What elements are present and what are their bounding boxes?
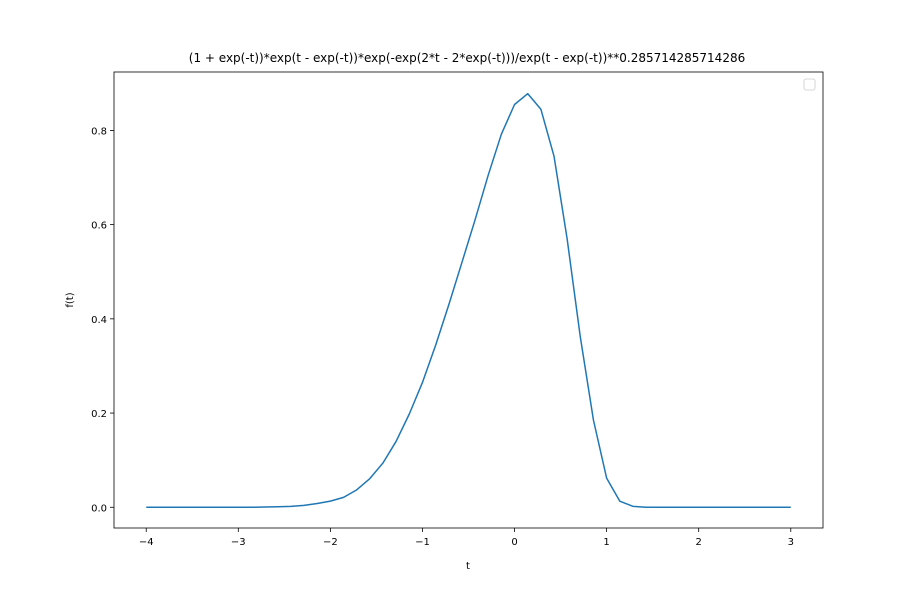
x-tick-label: 3 (788, 537, 794, 548)
x-tick-label: −1 (415, 537, 430, 548)
y-axis: 0.0 0.2 0.4 0.6 0.8 (91, 126, 114, 514)
x-tick-label: −3 (231, 537, 246, 548)
y-tick-label: 0.0 (91, 503, 107, 514)
y-axis-label: f(t) (65, 292, 76, 307)
y-tick-label: 0.8 (91, 126, 107, 137)
chart-title: (1 + exp(-t))*exp(t - exp(-t))*exp(-exp(… (189, 51, 745, 65)
x-axis: −4 −3 −2 −1 0 1 2 3 (139, 528, 794, 548)
axes-frame (113, 71, 824, 529)
y-tick-label: 0.2 (91, 409, 107, 420)
x-tick-label: −2 (323, 537, 338, 548)
series-line (146, 92, 791, 509)
x-tick-label: −4 (139, 537, 154, 548)
x-tick-label: 1 (603, 537, 609, 548)
plot-area: −4 −3 −2 −1 0 1 2 3 0.0 0.2 0.4 0.6 0.8 (91, 71, 824, 548)
x-tick-label: 2 (696, 537, 702, 548)
x-axis-label: t (466, 561, 470, 572)
x-tick-label: 0 (511, 537, 517, 548)
legend-box (803, 78, 816, 91)
y-tick-label: 0.6 (91, 221, 107, 232)
y-tick-label: 0.4 (91, 315, 107, 326)
